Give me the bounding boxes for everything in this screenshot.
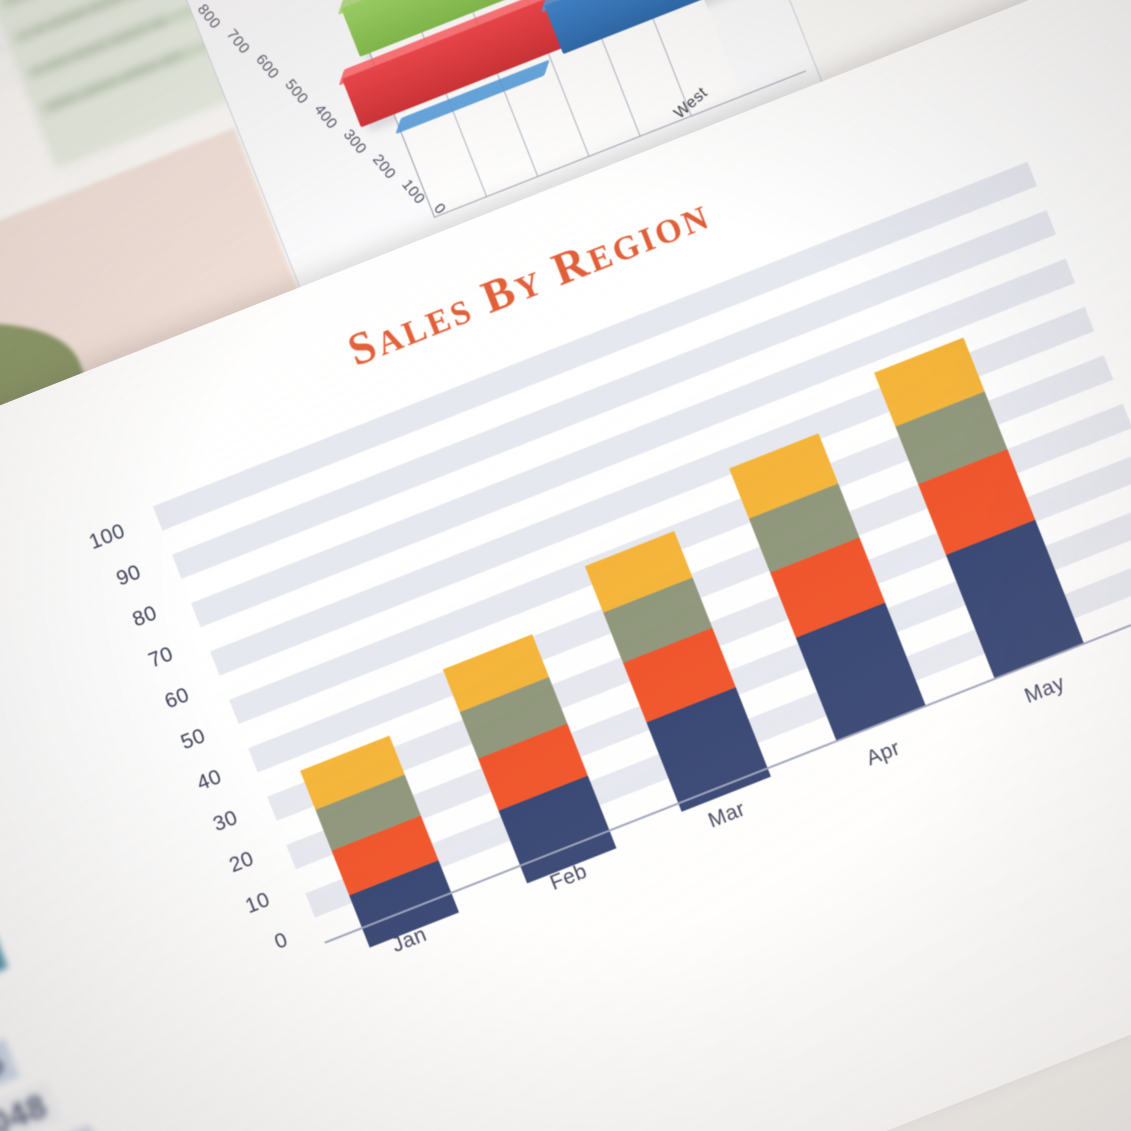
xtick-mar: Mar xyxy=(705,797,749,833)
bar3d-ytick: 500 xyxy=(281,76,312,108)
line-chart-faint xyxy=(1076,706,1131,1017)
bar3d-ytick: 400 xyxy=(310,101,341,133)
title-egion: EGION xyxy=(583,198,717,280)
bar3d-ytick: 600 xyxy=(252,51,283,83)
line-chart-svg xyxy=(1076,706,1131,1017)
ytick-90: 90 xyxy=(113,560,145,591)
bar3d-ytick: 300 xyxy=(339,126,370,158)
bar3d-ytick: 700 xyxy=(223,26,254,58)
ytick-70: 70 xyxy=(145,642,177,673)
ytick-60: 60 xyxy=(161,683,193,714)
spreadsheet-value-row: 52,048 xyxy=(0,1081,63,1131)
bar3d-ytick: 200 xyxy=(369,151,400,183)
ytick-40: 40 xyxy=(193,765,225,796)
title-ales: ALES xyxy=(371,291,480,364)
ytick-100: 100 xyxy=(85,519,129,555)
spreadsheet-category-header: Category xyxy=(0,924,8,1029)
ytick-50: 50 xyxy=(177,724,209,755)
bar3d-ytick: 800 xyxy=(193,1,224,33)
xtick-may: May xyxy=(1021,671,1069,708)
ytick-80: 80 xyxy=(129,601,161,632)
xtick-apr: Apr xyxy=(863,736,904,771)
